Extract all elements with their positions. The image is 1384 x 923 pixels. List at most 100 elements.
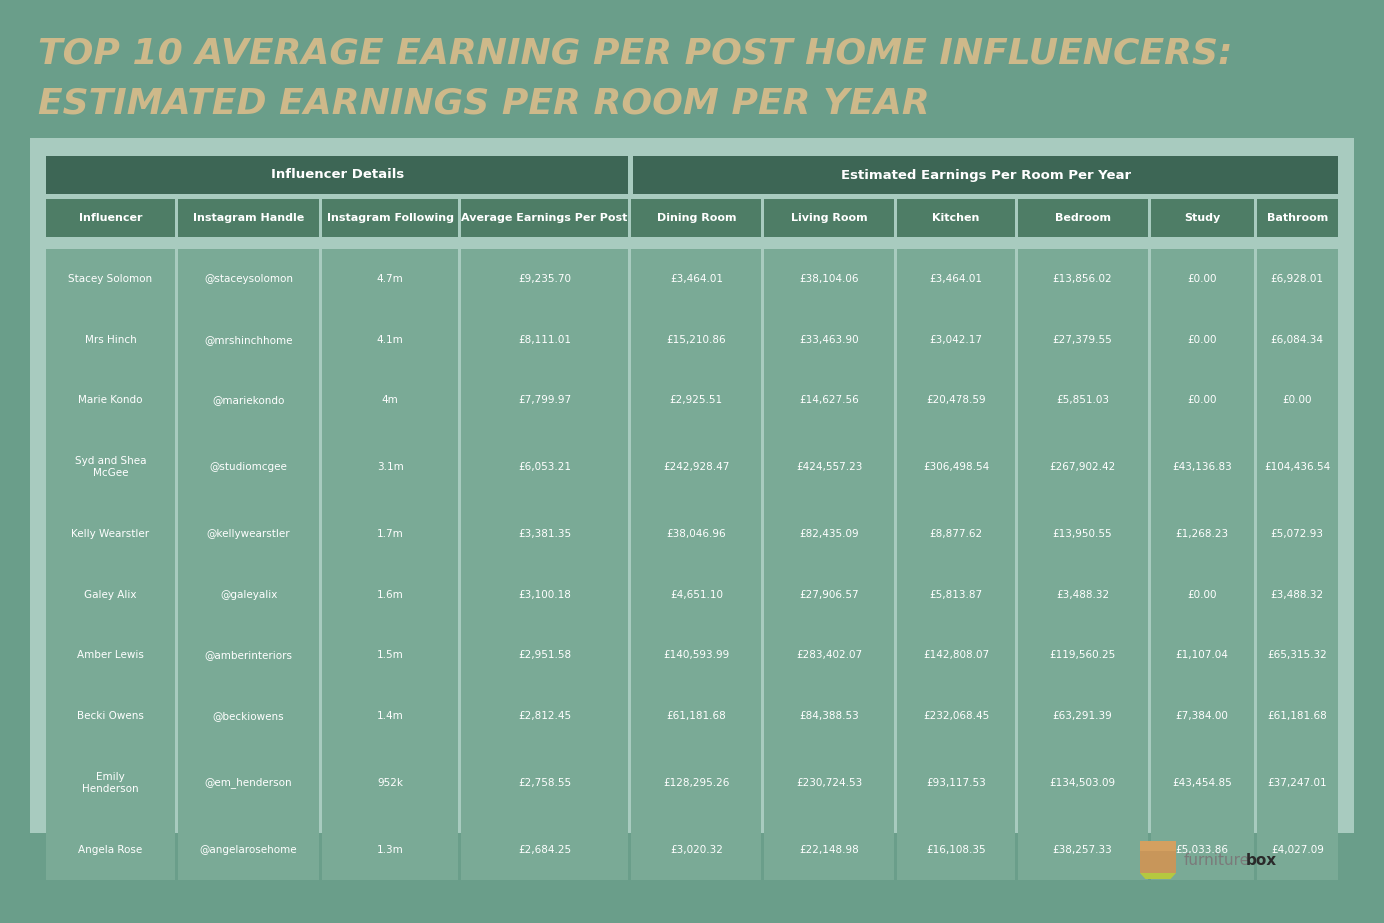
Text: @angelarosehome: @angelarosehome: [199, 845, 298, 855]
Bar: [897, 370, 1014, 430]
Bar: [631, 820, 761, 881]
Text: £5,033.86: £5,033.86: [1175, 845, 1229, 855]
Bar: [322, 746, 458, 820]
Text: £2,812.45: £2,812.45: [518, 711, 572, 721]
Bar: [1150, 686, 1254, 746]
Text: £104,436.54: £104,436.54: [1264, 462, 1330, 473]
Text: 1.4m: 1.4m: [376, 711, 404, 721]
Text: @em_henderson: @em_henderson: [205, 777, 292, 788]
Text: £0.00: £0.00: [1187, 335, 1217, 344]
Bar: [177, 504, 320, 565]
Bar: [461, 430, 628, 504]
Text: £9,235.70: £9,235.70: [518, 274, 572, 284]
Bar: [1257, 820, 1338, 881]
Text: Estimated Earnings Per Room Per Year: Estimated Earnings Per Room Per Year: [840, 169, 1131, 182]
Bar: [897, 249, 1014, 309]
Text: £6,084.34: £6,084.34: [1271, 335, 1324, 344]
Bar: [177, 565, 320, 625]
Bar: [461, 686, 628, 746]
Text: @beckiowens: @beckiowens: [213, 711, 285, 721]
Text: @amberinteriors: @amberinteriors: [205, 651, 292, 660]
Bar: [322, 370, 458, 430]
Text: Stacey Solomon: Stacey Solomon: [68, 274, 152, 284]
Bar: [1017, 370, 1147, 430]
Text: £43,454.85: £43,454.85: [1172, 778, 1232, 788]
Text: £2,758.55: £2,758.55: [518, 778, 572, 788]
Bar: [1257, 249, 1338, 309]
Text: 1.5m: 1.5m: [376, 651, 404, 660]
Bar: [46, 156, 628, 194]
Bar: [461, 249, 628, 309]
Text: Syd and Shea
McGee: Syd and Shea McGee: [75, 457, 147, 478]
Bar: [461, 746, 628, 820]
Text: £3,100.18: £3,100.18: [518, 590, 572, 600]
Text: Bathroom: Bathroom: [1266, 213, 1327, 223]
Text: £38,046.96: £38,046.96: [667, 529, 727, 539]
Bar: [30, 138, 1354, 833]
Bar: [1017, 309, 1147, 370]
Bar: [631, 309, 761, 370]
Text: Dining Room: Dining Room: [656, 213, 736, 223]
Text: £3,488.32: £3,488.32: [1056, 590, 1109, 600]
Text: £3,381.35: £3,381.35: [518, 529, 572, 539]
Bar: [1257, 625, 1338, 686]
Bar: [461, 504, 628, 565]
Text: £306,498.54: £306,498.54: [923, 462, 990, 473]
Bar: [1150, 625, 1254, 686]
Text: @staceysolomon: @staceysolomon: [203, 274, 293, 284]
Text: £7,384.00: £7,384.00: [1175, 711, 1229, 721]
Bar: [1257, 199, 1338, 237]
Bar: [1150, 309, 1254, 370]
Bar: [177, 625, 320, 686]
Bar: [764, 625, 894, 686]
Bar: [46, 309, 174, 370]
Bar: [897, 686, 1014, 746]
Bar: [461, 565, 628, 625]
Bar: [1150, 430, 1254, 504]
Text: £283,402.07: £283,402.07: [796, 651, 862, 660]
Text: £7,799.97: £7,799.97: [518, 395, 572, 405]
Text: Kelly Wearstler: Kelly Wearstler: [72, 529, 149, 539]
Bar: [177, 309, 320, 370]
Text: Living Room: Living Room: [792, 213, 868, 223]
Text: £63,291.39: £63,291.39: [1053, 711, 1113, 721]
Bar: [177, 199, 320, 237]
Bar: [764, 504, 894, 565]
Bar: [631, 249, 761, 309]
Text: Marie Kondo: Marie Kondo: [78, 395, 143, 405]
Text: £2,684.25: £2,684.25: [518, 845, 572, 855]
Text: £142,808.07: £142,808.07: [923, 651, 990, 660]
Bar: [1017, 199, 1147, 237]
Text: ESTIMATED EARNINGS PER ROOM PER YEAR: ESTIMATED EARNINGS PER ROOM PER YEAR: [37, 86, 930, 120]
Bar: [764, 309, 894, 370]
Bar: [631, 565, 761, 625]
Text: £6,928.01: £6,928.01: [1271, 274, 1324, 284]
Bar: [897, 309, 1014, 370]
Text: £134,503.09: £134,503.09: [1049, 778, 1116, 788]
Text: furniture: furniture: [1183, 853, 1250, 868]
Bar: [897, 430, 1014, 504]
Bar: [1150, 565, 1254, 625]
Text: 3.1m: 3.1m: [376, 462, 404, 473]
Bar: [46, 504, 174, 565]
Bar: [46, 625, 174, 686]
Text: £4,027.09: £4,027.09: [1271, 845, 1323, 855]
Text: £14,627.56: £14,627.56: [800, 395, 859, 405]
Bar: [177, 370, 320, 430]
Bar: [764, 430, 894, 504]
Text: £16,108.35: £16,108.35: [926, 845, 985, 855]
Text: £84,388.53: £84,388.53: [800, 711, 859, 721]
Text: £27,906.57: £27,906.57: [800, 590, 859, 600]
Bar: [177, 249, 320, 309]
Text: £5,851.03: £5,851.03: [1056, 395, 1109, 405]
Bar: [1150, 746, 1254, 820]
Bar: [897, 199, 1014, 237]
Bar: [1150, 820, 1254, 881]
Text: £3,020.32: £3,020.32: [670, 845, 722, 855]
Text: £61,181.68: £61,181.68: [667, 711, 727, 721]
Text: £38,257.33: £38,257.33: [1053, 845, 1113, 855]
Text: £0.00: £0.00: [1187, 395, 1217, 405]
Bar: [1017, 249, 1147, 309]
Bar: [764, 370, 894, 430]
Text: £140,593.99: £140,593.99: [663, 651, 729, 660]
